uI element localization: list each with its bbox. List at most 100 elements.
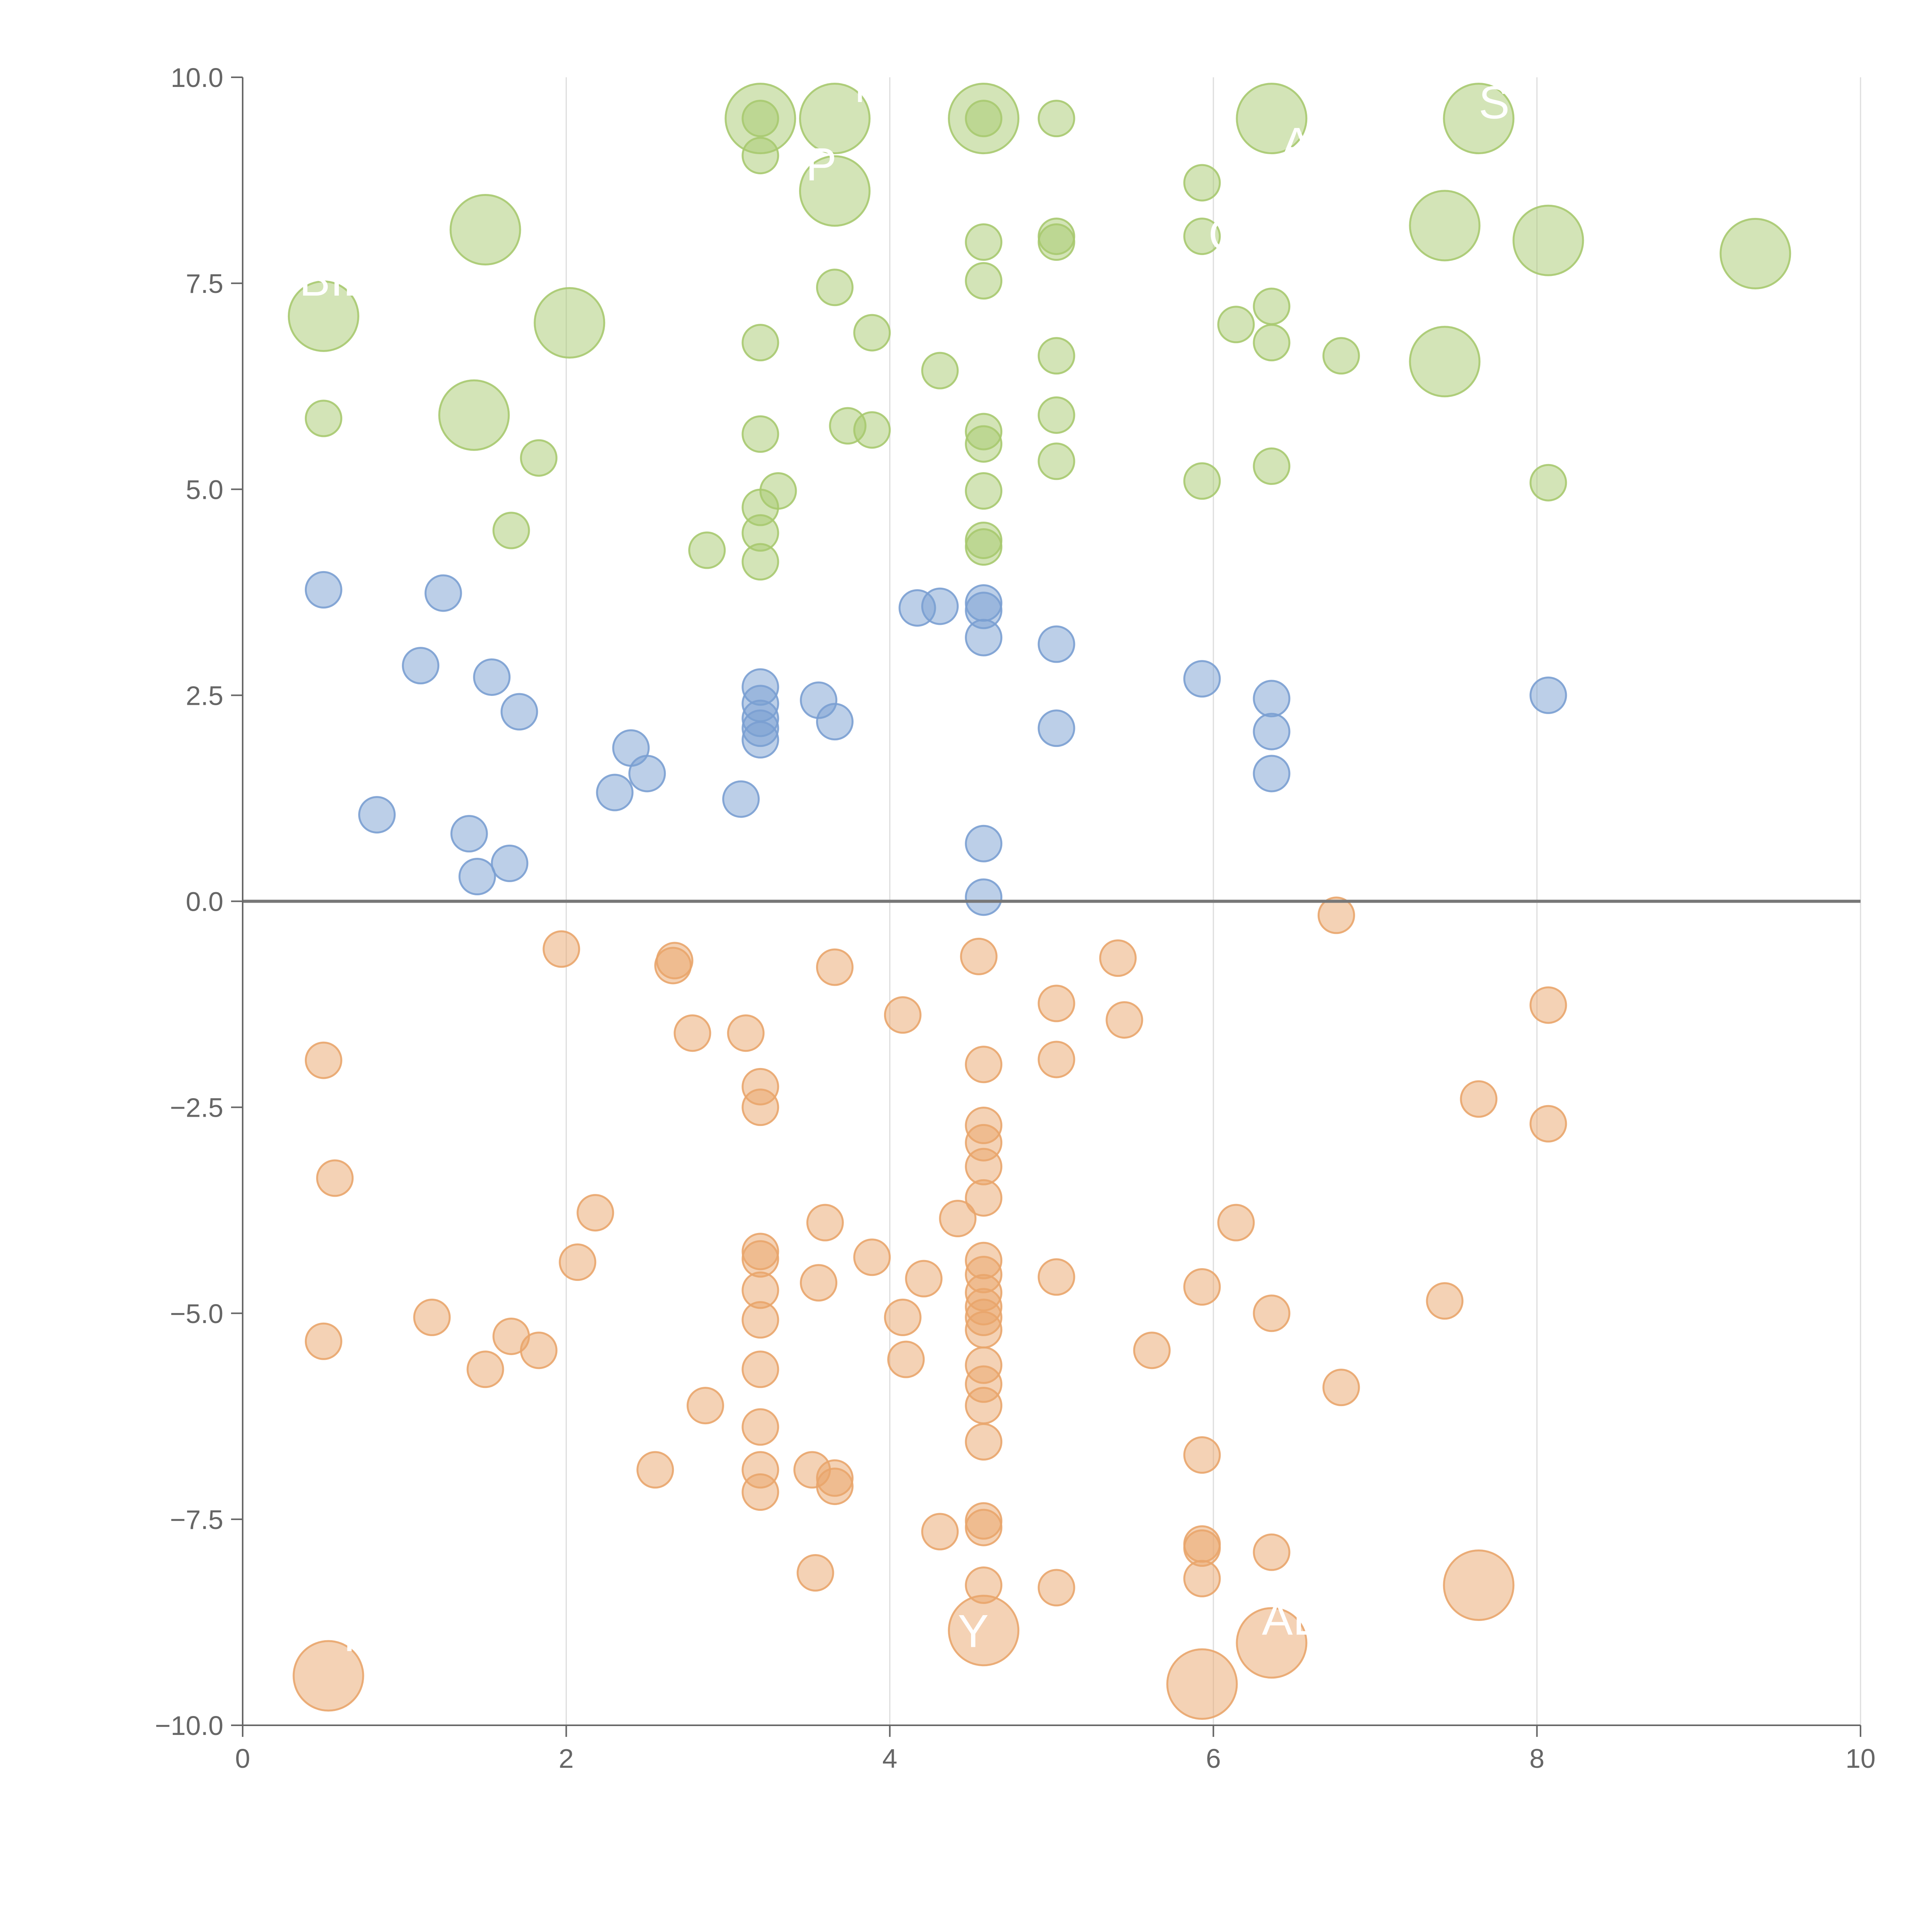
x-tick-label: 4: [882, 1743, 897, 1774]
y-tick-label: 5.0: [186, 474, 223, 505]
point-labels: S NB A P O BIL AL Y I: [299, 60, 1510, 1661]
data-point: [796, 1554, 834, 1592]
data-point: [1322, 337, 1360, 375]
point-label: Y: [958, 1605, 989, 1657]
data-point: [965, 878, 1003, 916]
data-point: [742, 721, 779, 759]
data-point: [304, 571, 342, 609]
data-point: [1217, 1204, 1255, 1242]
data-point: [1037, 985, 1075, 1022]
data-point: [1253, 755, 1291, 793]
data-point: [816, 269, 854, 306]
data-point: [1253, 680, 1291, 718]
data-point: [1037, 100, 1075, 138]
data-point: [636, 1451, 674, 1489]
data-point: [742, 1350, 779, 1388]
data-point: [965, 528, 1003, 566]
data-point: [1426, 1282, 1464, 1320]
data-point: [450, 815, 488, 853]
data-point: [673, 1014, 711, 1052]
data-point: [500, 693, 538, 731]
large-data-point: [1719, 218, 1791, 289]
large-data-point: [948, 83, 1020, 155]
data-point: [1529, 464, 1567, 502]
data-point: [1529, 986, 1567, 1024]
y-tick-label: −10.0: [155, 1711, 223, 1741]
data-point: [742, 543, 779, 581]
data-point: [543, 930, 580, 968]
data-point: [965, 1423, 1003, 1461]
data-point: [577, 1194, 614, 1232]
large-data-point: [293, 1640, 364, 1712]
large-data-point: [449, 194, 521, 266]
data-point: [316, 1159, 354, 1197]
large-data-point: [1409, 326, 1481, 398]
data-point: [806, 1204, 844, 1242]
data-point: [1037, 1041, 1075, 1078]
data-point: [1253, 713, 1291, 750]
data-point: [1253, 447, 1291, 485]
data-point: [727, 1014, 765, 1052]
data-point: [1037, 223, 1075, 261]
data-point: [1037, 396, 1075, 434]
data-point: [1253, 324, 1291, 362]
data-point: [742, 415, 779, 453]
data-point: [596, 774, 634, 811]
data-point: [1253, 1294, 1291, 1332]
large-data-point: [799, 83, 871, 155]
large-data-point: [1443, 83, 1515, 155]
data-point: [491, 844, 529, 882]
data-point: [304, 1041, 342, 1079]
data-points: [287, 83, 1791, 1720]
large-data-point: [948, 1595, 1020, 1667]
data-point: [960, 937, 998, 975]
data-point: [853, 1238, 891, 1276]
x-tick-label: 8: [1529, 1743, 1544, 1774]
x-tick-label: 2: [559, 1743, 574, 1774]
data-point: [905, 1260, 943, 1298]
large-data-point: [1236, 1607, 1308, 1679]
data-point: [742, 1473, 779, 1511]
large-data-point: [724, 83, 796, 155]
data-point: [520, 439, 558, 477]
data-point: [492, 512, 530, 549]
data-point: [559, 1243, 597, 1281]
point-label: A: [1281, 118, 1312, 170]
data-point: [304, 400, 342, 437]
data-point: [1037, 1258, 1075, 1296]
data-point: [965, 1046, 1003, 1083]
data-point: [742, 324, 779, 362]
data-point: [816, 948, 854, 986]
large-data-point: [799, 155, 871, 227]
data-point: [473, 658, 511, 696]
data-point: [1183, 462, 1221, 500]
data-point: [1460, 1080, 1498, 1118]
data-point: [1529, 676, 1567, 714]
data-point: [965, 1387, 1003, 1425]
y-tick-label: 2.5: [186, 680, 223, 711]
data-point: [742, 1408, 779, 1446]
data-point: [1037, 442, 1075, 480]
data-point: [887, 1340, 925, 1378]
data-point: [965, 1179, 1003, 1217]
data-point: [965, 223, 1003, 261]
data-point: [1217, 306, 1255, 344]
data-point: [402, 647, 440, 685]
x-tick-label: 10: [1845, 1743, 1876, 1774]
y-tick-label: 10.0: [171, 63, 223, 93]
large-data-point: [1409, 190, 1481, 262]
data-point: [1183, 1560, 1221, 1597]
data-point: [884, 1298, 922, 1336]
data-point: [1133, 1332, 1171, 1369]
data-point: [654, 947, 692, 985]
large-data-point: [1512, 204, 1584, 276]
data-point: [965, 1311, 1003, 1349]
data-point: [1529, 1105, 1567, 1143]
point-label: BIL: [299, 254, 369, 306]
data-point: [413, 1298, 451, 1336]
data-point: [1253, 287, 1291, 325]
data-point: [965, 425, 1003, 463]
y-tick-label: −5.0: [170, 1299, 223, 1329]
data-point: [742, 1301, 779, 1339]
